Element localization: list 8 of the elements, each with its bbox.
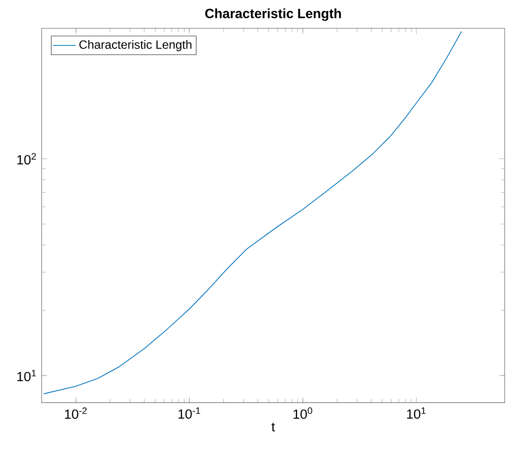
x-tick-label: 10$^{-1}$: [178, 407, 200, 419]
y-tick-label: 10$^{2}$: [17, 153, 36, 165]
x-tick-label: 10$^{0}$: [294, 407, 312, 419]
x-tick-label: 10$^{1}$: [407, 407, 426, 419]
x-axis-title: t: [272, 422, 275, 432]
x-tick-label: 10$^{-2}$: [65, 407, 87, 419]
chart-title: Characteristic Length: [205, 8, 341, 21]
legend-label: Characteristic Length: [79, 40, 192, 52]
